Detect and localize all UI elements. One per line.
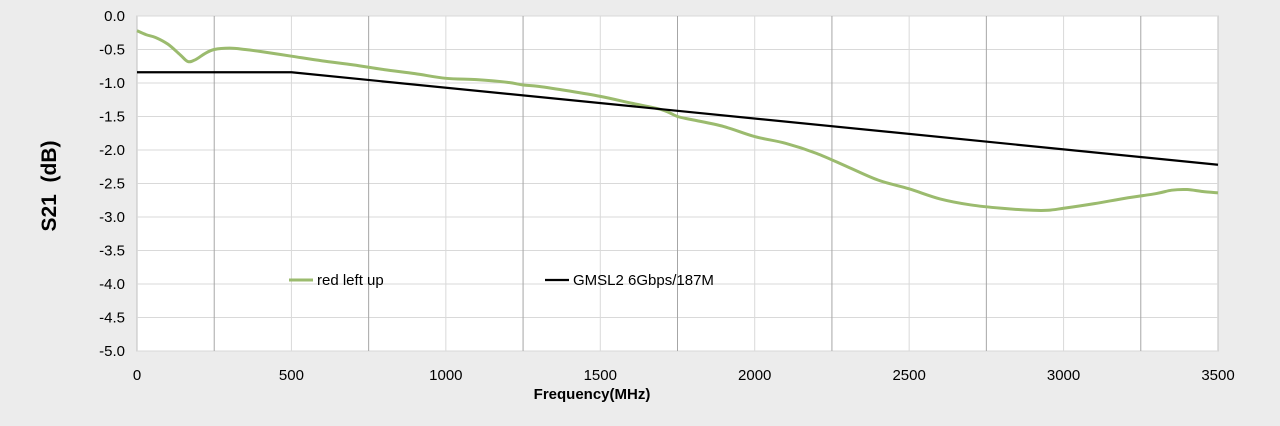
y-tick-label: -2.0 xyxy=(99,142,125,159)
legend-label: red left up xyxy=(317,272,384,289)
y-tick-label: -1.5 xyxy=(99,109,125,126)
series-line-gmsl2 xyxy=(137,71,1219,166)
y-tick-label: -2.5 xyxy=(99,176,125,193)
y-tick-label: -4.5 xyxy=(99,310,125,327)
x-tick-label: 500 xyxy=(279,367,304,384)
series-layer xyxy=(136,29,1219,213)
x-axis-title: Frequency(MHz) xyxy=(534,386,651,403)
grid-layer xyxy=(137,15,1218,352)
series-line-red-left-up xyxy=(136,29,1219,213)
y-tick-label: -0.5 xyxy=(99,42,125,59)
legend-label: GMSL2 6Gbps/187M xyxy=(573,272,714,289)
x-tick-label: 1000 xyxy=(429,367,462,384)
y-tick-label: -1.0 xyxy=(99,75,125,92)
x-tick-labels: 0 500 1000 1500 2000 2500 3000 3500 xyxy=(133,367,1235,384)
x-tick-label: 2500 xyxy=(892,367,925,384)
x-tick-label: 0 xyxy=(133,367,141,384)
y-tick-label: 0.0 xyxy=(104,8,125,25)
x-tick-label: 2000 xyxy=(738,367,771,384)
y-tick-label: -3.5 xyxy=(99,243,125,260)
y-tick-label: -5.0 xyxy=(99,343,125,360)
x-tick-label: 1500 xyxy=(584,367,617,384)
y-tick-labels: 0.0 -0.5 -1.0 -1.5 -2.0 -2.5 -3.0 -3.5 -4.0 -4.5 -… xyxy=(99,8,125,360)
y-tick-label: -4.0 xyxy=(99,276,125,293)
x-tick-label: 3500 xyxy=(1201,367,1234,384)
legend: red left up GMSL2 6Gbps/187M xyxy=(289,272,714,289)
x-tick-label: 3000 xyxy=(1047,367,1080,384)
y-tick-label: -3.0 xyxy=(99,209,125,226)
y-axis-title: S21 (dB) xyxy=(38,140,61,231)
